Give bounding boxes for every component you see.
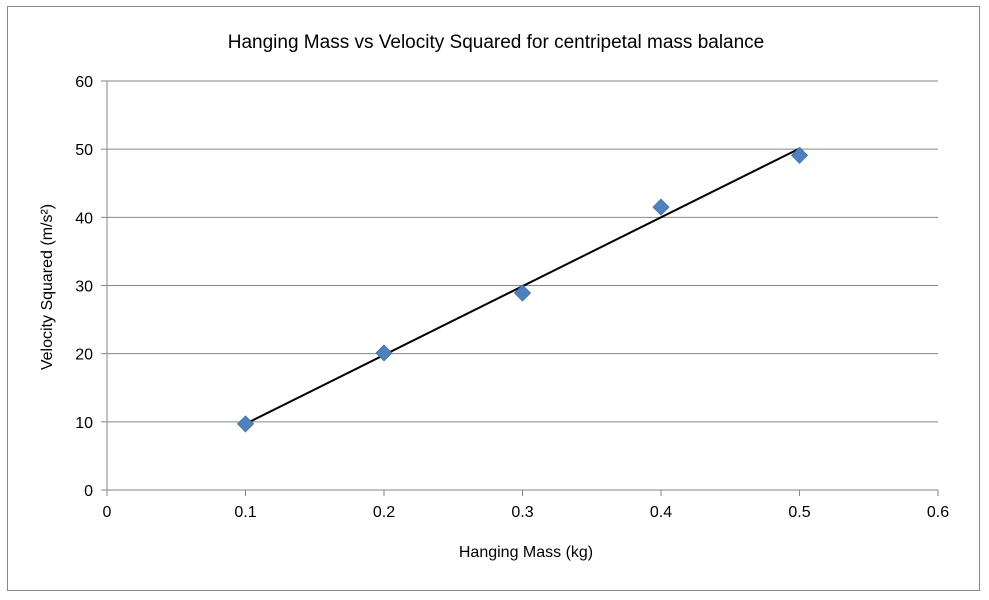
axes xyxy=(101,80,939,496)
x-tick-label-0.1: 0.1 xyxy=(234,504,256,521)
data-point-5 xyxy=(790,146,809,164)
x-tick-label-0.3: 0.3 xyxy=(511,504,533,521)
data-point-2 xyxy=(375,344,393,362)
data-point-3 xyxy=(513,284,532,302)
y-tick-label-60: 60 xyxy=(75,74,93,91)
y-tick-label-40: 40 xyxy=(75,210,93,227)
y-axis-label: Velocity Squared (m/s²) xyxy=(39,204,56,370)
data-points xyxy=(236,146,809,433)
x-tick-label-0.6: 0.6 xyxy=(927,504,949,521)
x-tick-label-0.5: 0.5 xyxy=(788,504,810,521)
y-tick-label-0: 0 xyxy=(84,483,93,500)
x-tick-label-0: 0 xyxy=(103,504,112,521)
x-axis-label: Hanging Mass (kg) xyxy=(459,544,593,561)
x-tick-label-0.2: 0.2 xyxy=(373,504,395,521)
data-point-4 xyxy=(652,198,670,216)
y-tick-label-10: 10 xyxy=(75,415,93,432)
chart-svg: Hanging Mass vs Velocity Squared for cen… xyxy=(39,32,950,561)
x-tick-label-0.4: 0.4 xyxy=(650,504,672,521)
x-tick-labels: 0 0.1 0.2 0.3 0.4 0.5 0.6 xyxy=(103,504,950,521)
data-point-1 xyxy=(236,415,255,433)
grid-lines xyxy=(107,80,938,423)
chart-title: Hanging Mass vs Velocity Squared for cen… xyxy=(228,32,765,53)
y-tick-label-50: 50 xyxy=(75,142,93,159)
chart-frame: Hanging Mass vs Velocity Squared for cen… xyxy=(7,6,980,591)
y-tick-labels: 0 10 20 30 40 50 60 xyxy=(75,74,93,500)
y-tick-label-30: 30 xyxy=(75,279,93,296)
y-tick-label-20: 20 xyxy=(75,347,93,364)
